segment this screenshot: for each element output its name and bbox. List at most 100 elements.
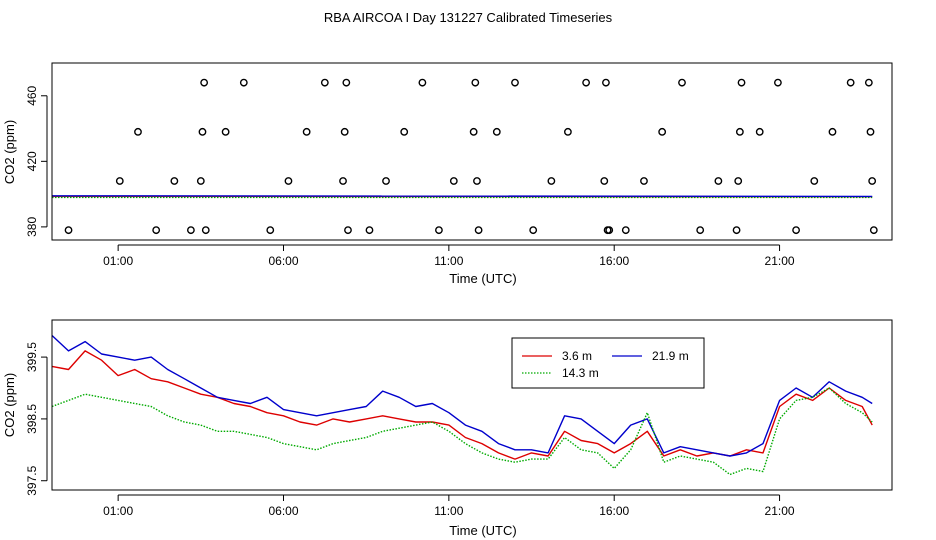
calibration-point bbox=[418, 78, 427, 87]
p2-x-tick-label: 01:00 bbox=[103, 504, 133, 518]
panel2-x-axis: 01:00 06:00 11:00 16:00 21:00 bbox=[103, 494, 795, 518]
calibration-point bbox=[344, 226, 352, 235]
calibration-point bbox=[582, 78, 590, 87]
timeseries-panel: 01:00 06:00 11:00 16:00 21:00 397.5 398.5 399.… bbox=[2, 319, 893, 538]
p2-series-14-3-m bbox=[51, 387, 873, 476]
p2-y-tick-label: 398.5 bbox=[25, 404, 39, 434]
calibration-point bbox=[115, 177, 124, 185]
panel1-x-axis-label: Time (UTC) bbox=[449, 271, 516, 286]
calibration-point bbox=[737, 78, 746, 87]
calibration-point bbox=[828, 127, 837, 136]
calibration-point bbox=[869, 226, 878, 235]
panel2-x-axis-label: Time (UTC) bbox=[449, 523, 516, 538]
panel2-plot-frame bbox=[51, 319, 893, 491]
figure-title: RBA AIRCOA I Day 131227 Calibrated Times… bbox=[324, 10, 613, 25]
calibration-point bbox=[302, 127, 311, 136]
panel2-y-axis-label: CO2 (ppm) bbox=[2, 373, 17, 437]
calibration-point bbox=[658, 127, 667, 136]
calibration-point bbox=[320, 78, 329, 87]
calibration-point bbox=[382, 177, 390, 185]
calibration-point bbox=[600, 177, 609, 185]
p1-x-tick-label: 01:00 bbox=[103, 254, 133, 268]
calibration-point bbox=[435, 226, 443, 235]
calibration-point bbox=[846, 78, 855, 87]
calibration-point bbox=[342, 78, 351, 87]
p1-x-tick-label: 11:00 bbox=[434, 254, 463, 268]
calibration-point bbox=[774, 78, 782, 87]
panel2-series-group bbox=[51, 334, 873, 476]
calibration-point bbox=[547, 177, 556, 185]
p1-x-tick-label: 16:00 bbox=[599, 254, 629, 268]
calibration-point bbox=[529, 226, 538, 235]
p2-x-tick-label: 06:00 bbox=[268, 504, 298, 518]
legend: 3.6 m 21.9 m 14.3 m bbox=[511, 337, 705, 389]
calibration-point bbox=[266, 226, 275, 235]
calibration-point bbox=[734, 177, 743, 185]
calibration-point bbox=[473, 177, 481, 185]
calibration-point bbox=[678, 78, 686, 87]
p2-x-tick-label: 21:00 bbox=[765, 504, 795, 518]
p2-series-21-9-m bbox=[51, 334, 873, 457]
p1-series-line-2 bbox=[51, 195, 873, 198]
calibration-point bbox=[602, 78, 610, 87]
calibration-point bbox=[732, 226, 741, 235]
legend-label-3-6m: 3.6 m bbox=[562, 349, 592, 363]
calibration-point bbox=[469, 127, 478, 136]
calibration-point bbox=[170, 177, 179, 185]
calibration-point bbox=[696, 226, 705, 235]
calibration-point bbox=[196, 177, 205, 185]
p1-y-tick-label: 420 bbox=[25, 151, 39, 171]
calibration-point bbox=[400, 127, 409, 136]
calibration-point bbox=[511, 78, 519, 87]
calibration-point bbox=[340, 127, 349, 136]
panel1-plot-frame bbox=[51, 62, 893, 241]
panel2-y-axis: 397.5 398.5 399.5 bbox=[25, 342, 48, 496]
calibration-point bbox=[200, 78, 209, 87]
p2-y-tick-label: 399.5 bbox=[25, 342, 39, 372]
legend-label-14-3m: 14.3 m bbox=[562, 366, 599, 380]
calibration-point bbox=[186, 226, 195, 235]
p1-x-tick-label: 21:00 bbox=[765, 254, 795, 268]
calibration-point bbox=[866, 127, 875, 136]
calibration-point bbox=[198, 127, 207, 136]
calibration-point bbox=[284, 177, 293, 185]
calibration-point bbox=[221, 127, 230, 136]
calibration-point bbox=[864, 78, 873, 87]
calibration-point bbox=[640, 177, 648, 185]
p2-x-tick-label: 11:00 bbox=[434, 504, 463, 518]
p1-y-tick-label: 380 bbox=[25, 217, 39, 237]
panel1-series-group bbox=[51, 195, 873, 199]
calibration-point bbox=[339, 177, 347, 185]
calibration-point bbox=[134, 127, 142, 136]
calibration-point bbox=[755, 127, 764, 136]
calibration-point bbox=[714, 177, 723, 185]
panel1-y-axis: 380 420 460 bbox=[25, 85, 48, 237]
calibration-point bbox=[605, 226, 614, 235]
calibration-point bbox=[492, 127, 501, 136]
calibration-point bbox=[152, 226, 161, 235]
calibration-point bbox=[621, 226, 630, 235]
panel1-markers-group bbox=[64, 78, 878, 235]
calibration-point bbox=[474, 226, 483, 235]
calibration-panel: 01:00 06:00 11:00 16:00 21:00 380 420 460 Time… bbox=[2, 62, 893, 286]
p2-x-tick-label: 16:00 bbox=[599, 504, 629, 518]
calibration-point bbox=[239, 78, 248, 87]
calibration-point bbox=[868, 177, 877, 185]
panel1-x-axis: 01:00 06:00 11:00 16:00 21:00 bbox=[103, 244, 795, 268]
calibration-point bbox=[64, 226, 73, 235]
legend-label-21-9m: 21.9 m bbox=[652, 349, 689, 363]
calibration-point bbox=[564, 127, 572, 136]
calibration-point bbox=[792, 226, 800, 235]
panel1-y-axis-label: CO2 (ppm) bbox=[2, 120, 17, 184]
calibration-point bbox=[471, 78, 480, 87]
calibration-point bbox=[449, 177, 458, 185]
calibration-point bbox=[810, 177, 819, 185]
p1-y-tick-label: 460 bbox=[25, 85, 39, 105]
p2-series-3-6-m bbox=[51, 350, 873, 460]
calibration-point bbox=[735, 127, 744, 136]
calibration-point bbox=[201, 226, 210, 235]
legend-box bbox=[511, 337, 705, 389]
p1-x-tick-label: 06:00 bbox=[268, 254, 298, 268]
